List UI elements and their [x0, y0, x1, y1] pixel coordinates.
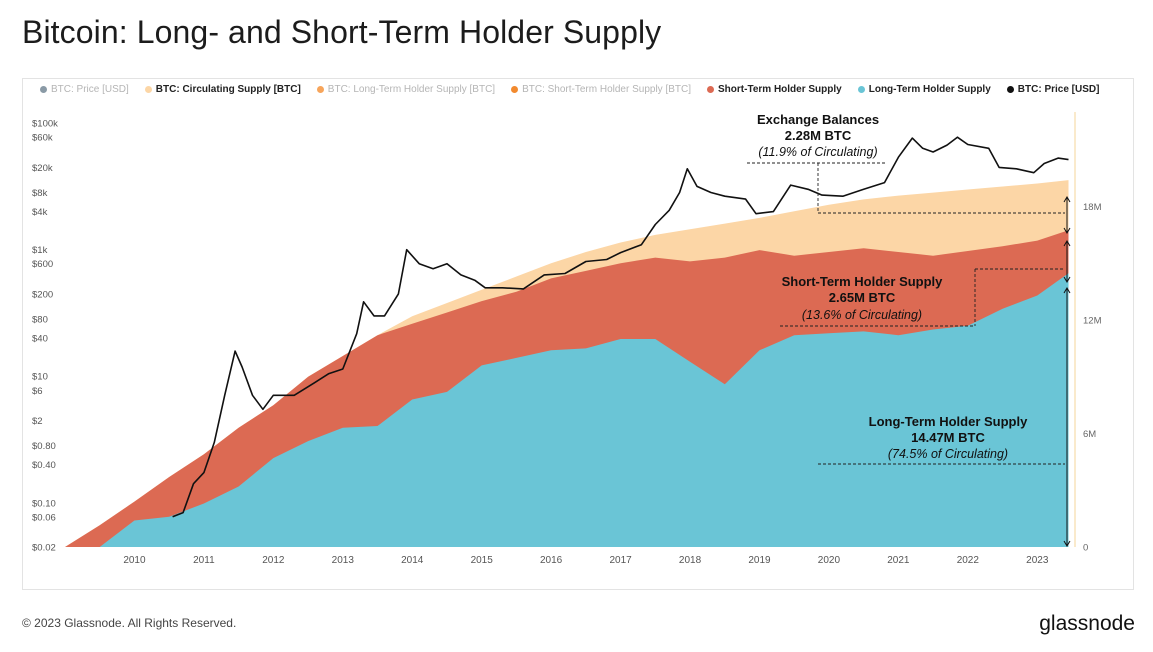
y-left-tick-label: $1k: [32, 245, 48, 256]
axes: 2010 2011 2012 2013 2014 2015 2016 2017 2018 2019…: [32, 119, 1102, 566]
x-tick-label: 2013: [332, 555, 355, 566]
y-left-tick-label: $40: [32, 334, 48, 345]
x-tick-label: 2018: [679, 555, 702, 566]
legend-dot-icon: [316, 86, 324, 93]
y-right-tick-label: 6M: [1083, 429, 1096, 440]
y-left-tick-label: $2: [32, 416, 43, 427]
y-left-tick-label: $80: [32, 315, 48, 326]
y-left-tick-label: $4k: [32, 207, 48, 218]
y-left-tick-label: $6: [32, 386, 43, 397]
legend-dot-icon: [707, 86, 715, 93]
annotation-sth-title: Short-Term Holder Supply: [782, 274, 944, 289]
legend-item[interactable]: Long-Term Holder Supply: [857, 84, 991, 95]
annotation-sth-value: 2.65M BTC: [829, 290, 896, 305]
legend-label: BTC: Price [USD]: [1017, 84, 1100, 95]
y-left-tick-label: $0.02: [32, 543, 56, 554]
supply-areas: [65, 180, 1069, 547]
legend-item[interactable]: BTC: Price [USD]: [1006, 84, 1100, 95]
x-tick-label: 2014: [401, 555, 424, 566]
annotation-lth-pct: (74.5% of Circulating): [888, 447, 1008, 461]
y-left-tick-label: $0.40: [32, 460, 56, 471]
y-left-tick-label: $10: [32, 372, 48, 383]
y-right-tick-label: 0: [1083, 543, 1088, 554]
annotation-lth-value: 14.47M BTC: [911, 430, 985, 445]
page-title: Bitcoin: Long- and Short-Term Holder Sup…: [22, 14, 662, 50]
legend-item[interactable]: BTC: Circulating Supply [BTC]: [144, 84, 301, 95]
legend-dot-icon: [1006, 86, 1014, 93]
legend-label: Short-Term Holder Supply: [718, 84, 842, 95]
x-tick-label: 2023: [1026, 555, 1049, 566]
legend-item[interactable]: BTC: Price [USD]: [40, 84, 129, 95]
sth-arrow-head-bottom: [1063, 276, 1071, 283]
x-tick-label: 2017: [609, 555, 632, 566]
legend-dot-icon: [144, 86, 152, 93]
x-tick-label: 2016: [540, 555, 563, 566]
y-right-tick-label: 12M: [1083, 316, 1102, 327]
x-tick-label: 2011: [193, 555, 215, 566]
legend-label: BTC: Price [USD]: [51, 84, 129, 95]
annotation-sth-pct: (13.6% of Circulating): [802, 308, 922, 322]
price-line: [172, 136, 1069, 518]
footer-copyright: © 2023 Glassnode. All Rights Reserved.: [22, 616, 237, 630]
legend-label: BTC: Short-Term Holder Supply [BTC]: [522, 84, 692, 95]
exchange-arrow-head-top: [1063, 196, 1071, 203]
sth-arrow-head-top: [1063, 240, 1071, 247]
exchange-arrow-head-bottom: [1063, 227, 1071, 234]
x-tick-label: 2012: [262, 555, 285, 566]
y-left-tick-label: $0.80: [32, 441, 56, 452]
y-left-tick-label: $20k: [32, 163, 53, 174]
x-tick-label: 2020: [818, 555, 841, 566]
price-layer: [172, 136, 1069, 518]
x-tick-label: 2019: [748, 555, 771, 566]
annotation-exchange-pct: (11.9% of Circulating): [758, 145, 877, 159]
legend-label: Long-Term Holder Supply: [868, 84, 991, 95]
y-right-tick-label: 18M: [1083, 202, 1102, 213]
legend-item[interactable]: Short-Term Holder Supply: [707, 84, 842, 95]
legend-label: BTC: Circulating Supply [BTC]: [155, 84, 301, 95]
legend: BTC: Price [USD] BTC: Circulating Supply …: [40, 84, 1100, 95]
y-left-tick-label: $200: [32, 289, 53, 300]
legend-dot-icon: [857, 86, 865, 93]
legend-label: BTC: Long-Term Holder Supply [BTC]: [327, 84, 496, 95]
x-tick-label: 2010: [123, 555, 146, 566]
y-left-tick-label: $60k: [32, 133, 53, 144]
lth-arrow-head-top: [1063, 287, 1071, 294]
y-left-tick-label: $8k: [32, 188, 48, 199]
annotation-lth-title: Long-Term Holder Supply: [869, 414, 1028, 429]
y-left-tick-label: $0.06: [32, 512, 56, 523]
lth-supply-area: [65, 273, 1069, 547]
y-left-tick-label: $100k: [32, 119, 58, 130]
x-tick-label: 2021: [887, 555, 910, 566]
y-left-tick-label: $0.10: [32, 498, 56, 509]
glassnode-logo: glassnode: [1039, 612, 1135, 635]
lth-arrow-head-bottom: [1063, 540, 1071, 547]
legend-dot-icon: [40, 86, 47, 93]
y-left-tick-label: $600: [32, 259, 53, 270]
legend-item[interactable]: BTC: Short-Term Holder Supply [BTC]: [511, 84, 691, 95]
annotation-exchange-title: Exchange Balances: [757, 112, 879, 127]
x-tick-label: 2022: [957, 555, 980, 566]
legend-dot-icon: [511, 86, 519, 93]
legend-item[interactable]: BTC: Long-Term Holder Supply [BTC]: [316, 84, 496, 95]
x-tick-label: 2015: [471, 555, 494, 566]
annotation-exchange-value: 2.28M BTC: [785, 128, 852, 143]
